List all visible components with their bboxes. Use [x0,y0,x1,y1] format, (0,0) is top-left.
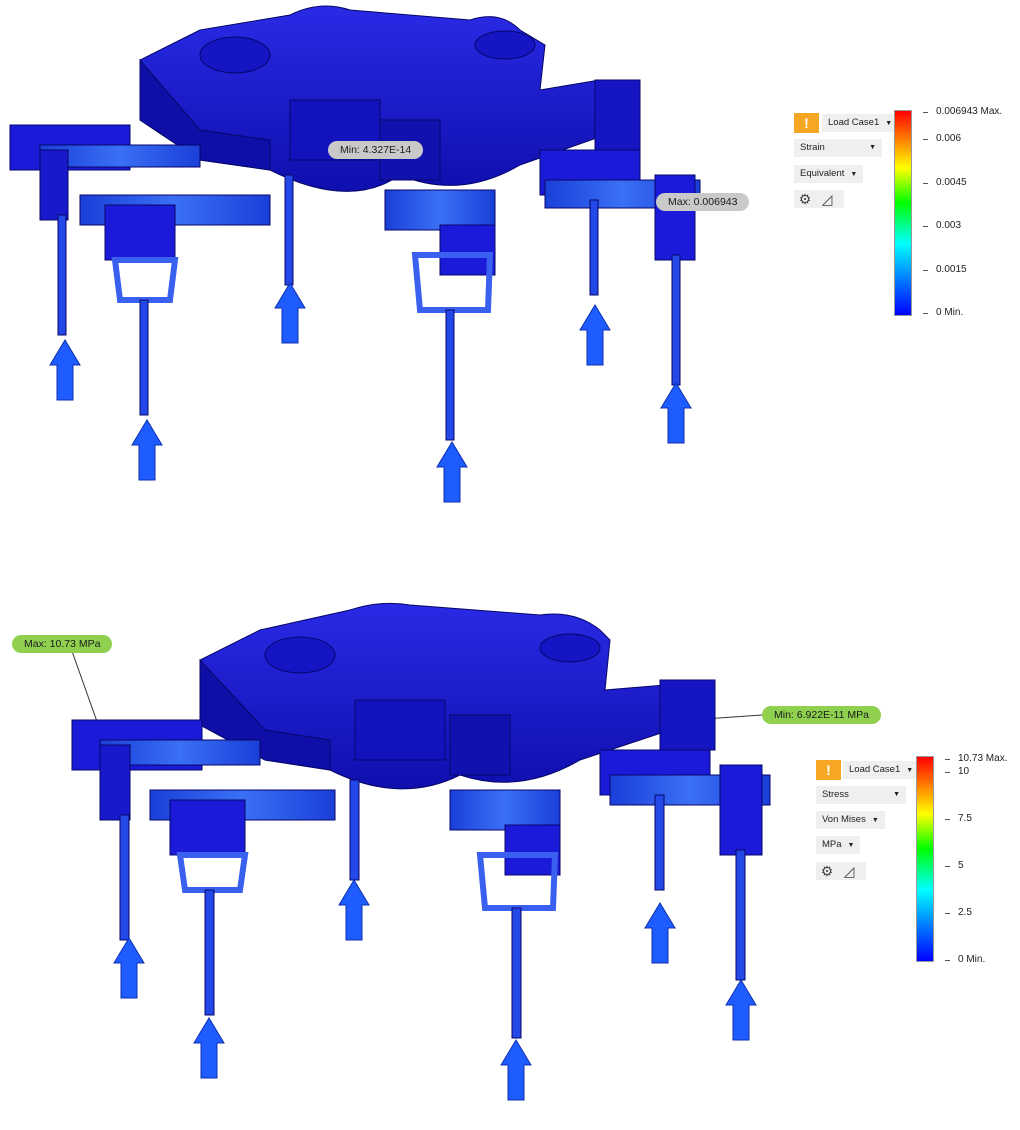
legend-tools: ⚙ ◿ [794,190,844,208]
chevron-down-icon: ▼ [869,144,876,151]
chevron-down-icon: ▼ [871,817,879,824]
leg-assemblies [9,79,701,441]
legend-tick-min: 0 Min. [922,307,964,318]
component-dropdown[interactable]: Von Mises ▼ [816,811,885,829]
load-case-dropdown[interactable]: Load Case1 ▼ [843,761,920,779]
legend-tick: 7.5 [945,813,972,824]
min-probe-label[interactable]: Min: 4.327E-14 [328,141,424,159]
load-case-label: Load Case1 [849,764,901,775]
result-type-label: Strain [800,142,825,153]
strain-legend-bar [894,110,912,316]
unit-label: MPa [822,839,842,850]
strain-result-view: Min: 4.327E-14 Max: 0.006943 ! Load Case… [0,0,1020,550]
result-type-dropdown[interactable]: Stress ▼ [816,786,906,804]
load-case-label: Load Case1 [828,117,880,128]
chevron-down-icon: ▼ [893,791,900,798]
legend-tick: 0.0015 [923,264,967,275]
chevron-down-icon: ▼ [850,171,858,178]
hub-body [139,5,606,192]
legend-tick-max: 0.006943 Max. [922,106,1003,117]
stress-model-viewport[interactable] [0,580,1020,1130]
chevron-down-icon: ▼ [847,842,855,849]
gear-icon[interactable]: ⚙ [798,191,812,207]
component-label: Von Mises [822,814,866,825]
stress-result-view: Max: 10.73 MPa Min: 6.922E-11 MPa ! Load… [0,580,1020,1130]
max-probe-label[interactable]: Max: 10.73 MPa [12,635,113,653]
max-probe-leader [67,639,101,731]
load-arrows [49,282,692,503]
component-dropdown[interactable]: Equivalent ▼ [794,165,864,183]
chevron-down-icon: ▼ [885,120,893,127]
min-probe-label[interactable]: Min: 6.922E-11 MPa [762,706,881,724]
stress-legend-bar [916,756,934,962]
max-probe-label[interactable]: Max: 0.006943 [656,193,750,211]
strain-model-viewport[interactable] [0,0,1020,550]
unit-dropdown[interactable]: MPa ▼ [816,836,861,854]
legend-tick: 0.0045 [923,177,967,188]
warning-icon[interactable]: ! [816,760,841,780]
legend-tick-max: 10.73 Max. [944,753,1008,764]
leg-assemblies [71,679,771,1039]
gear-icon[interactable]: ⚙ [820,863,834,879]
legend-tools: ⚙ ◿ [816,862,866,880]
result-type-dropdown[interactable]: Strain ▼ [794,139,882,157]
load-arrows [113,879,757,1101]
legend-tick-min: 0 Min. [944,954,986,965]
legend-tick: 10 [944,766,970,777]
chevron-down-icon: ▼ [906,767,914,774]
component-label: Equivalent [800,168,845,179]
load-case-dropdown[interactable]: Load Case1 ▼ [822,114,899,132]
legend-tick: 0.003 [922,220,962,231]
result-type-label: Stress [822,789,849,800]
triangle-ruler-icon[interactable]: ◿ [821,191,833,207]
triangle-ruler-icon[interactable]: ◿ [843,863,855,879]
legend-tick: 5 [945,860,964,871]
warning-icon[interactable]: ! [794,113,819,133]
legend-tick: 0.006 [922,133,962,144]
legend-tick: 2.5 [945,907,972,918]
